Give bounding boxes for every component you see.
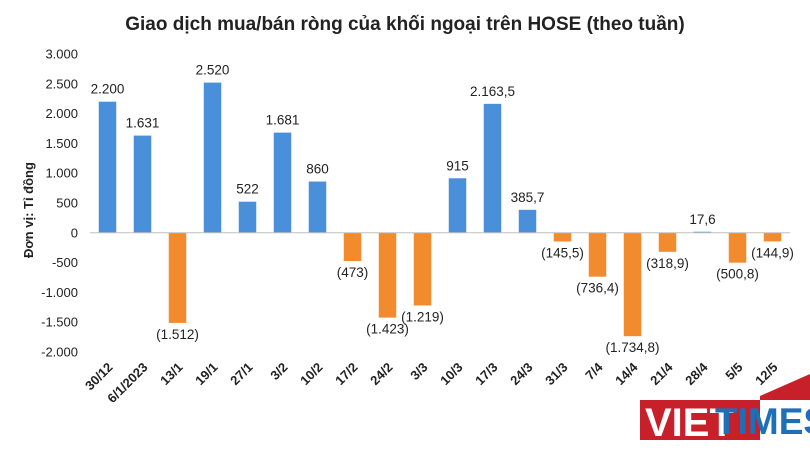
- x-axis-ticks: 30/126/1/2023 13/1 19/1 27/1 3/2 10/2 17/2 24/2…: [82, 359, 781, 406]
- bar: [168, 232, 187, 323]
- data-labels: 2.200 1.631 (1.512) 2.520 522 1.681 860 (473) (1…: [91, 63, 794, 356]
- y-tick-label: 500: [56, 196, 78, 211]
- data-label: (1.734,8): [605, 340, 659, 355]
- x-tick-label: 5/5: [722, 360, 745, 383]
- y-tick-label: 3.000: [45, 47, 78, 62]
- x-tick-label: 24/2: [367, 360, 396, 389]
- bars: [98, 82, 782, 337]
- x-tick-label: 10/2: [297, 360, 326, 389]
- bar: [98, 101, 117, 233]
- data-label: (318,9): [646, 256, 689, 271]
- data-label: 2.520: [196, 63, 230, 78]
- x-tick-label: 14/4: [612, 359, 641, 388]
- x-tick-label: 10/3: [437, 360, 466, 389]
- data-label: 860: [306, 162, 329, 177]
- x-tick-label: 13/1: [157, 360, 186, 389]
- bar: [413, 232, 432, 306]
- bar: [273, 132, 292, 233]
- bar: [693, 231, 712, 233]
- data-label: (144,9): [751, 245, 794, 260]
- x-tick-label: 21/4: [647, 359, 676, 388]
- x-tick-label: 7/4: [582, 359, 606, 383]
- bar: [203, 82, 222, 233]
- y-tick-label: 2.500: [45, 76, 78, 91]
- y-tick-label: -500: [52, 255, 78, 270]
- data-label: (145,5): [541, 245, 584, 260]
- y-axis-ticks: 3.000 2.500 2.000 1.500 1.000 500 0 -500 -1.000 -…: [41, 47, 78, 360]
- x-tick-label: 24/3: [507, 360, 536, 389]
- data-label: (473): [337, 265, 369, 280]
- x-tick-label: 28/4: [682, 359, 711, 388]
- data-label: 1.681: [266, 113, 300, 128]
- bar: [238, 201, 257, 233]
- bar: [483, 103, 502, 233]
- chart-title: Giao dịch mua/bán ròng của khối ngoại tr…: [125, 14, 684, 35]
- bar: [623, 232, 642, 337]
- logo-text-viet: VIET: [645, 401, 734, 445]
- y-tick-label: 2.000: [45, 106, 78, 121]
- bar: [448, 178, 467, 233]
- x-tick-label: 17/3: [472, 360, 501, 389]
- y-tick-label: 1.500: [45, 136, 78, 151]
- x-tick-label: 3/2: [267, 360, 290, 383]
- x-tick-label: 3/3: [407, 360, 430, 383]
- data-label: (500,8): [716, 267, 759, 282]
- x-tick-label: 19/1: [192, 360, 221, 389]
- bar: [308, 181, 327, 233]
- viettimes-logo: VIET TIMES: [640, 374, 810, 445]
- x-tick-label: 17/2: [332, 360, 361, 389]
- y-tick-label: -1.000: [41, 285, 78, 300]
- data-label: (1.219): [401, 309, 444, 324]
- y-tick-label: -2.000: [41, 345, 78, 360]
- bar: [763, 232, 782, 242]
- data-label: (1.423): [366, 322, 409, 337]
- data-label: 385,7: [511, 190, 545, 205]
- y-tick-label: -1.500: [41, 315, 78, 330]
- logo-red-wedge: [760, 374, 810, 400]
- data-label: 522: [236, 182, 259, 197]
- bar: [378, 232, 397, 318]
- bar: [553, 232, 572, 242]
- x-tick-label: 27/1: [227, 360, 256, 389]
- data-label: 915: [446, 158, 469, 173]
- y-tick-label: 0: [71, 225, 78, 240]
- data-label: (736,4): [576, 281, 619, 296]
- bar: [133, 135, 152, 233]
- y-tick-label: 1.000: [45, 166, 78, 181]
- x-tick-label: 31/3: [542, 360, 571, 389]
- data-label: 17,6: [689, 212, 715, 227]
- bar: [658, 232, 677, 252]
- data-label: 2.200: [91, 82, 125, 97]
- bar: [588, 232, 607, 277]
- data-label: 2.163,5: [470, 84, 515, 99]
- data-label: (1.512): [156, 327, 199, 342]
- data-label: 1.631: [126, 116, 160, 131]
- bar: [518, 209, 537, 233]
- y-axis-label: Đơn vị: Tỉ đồng: [21, 162, 36, 258]
- logo-text-times: TIMES: [715, 401, 810, 442]
- x-tick-label: 12/5: [752, 360, 781, 389]
- bar: [343, 232, 362, 261]
- bar: [728, 232, 747, 263]
- logo-red-block: [640, 400, 760, 440]
